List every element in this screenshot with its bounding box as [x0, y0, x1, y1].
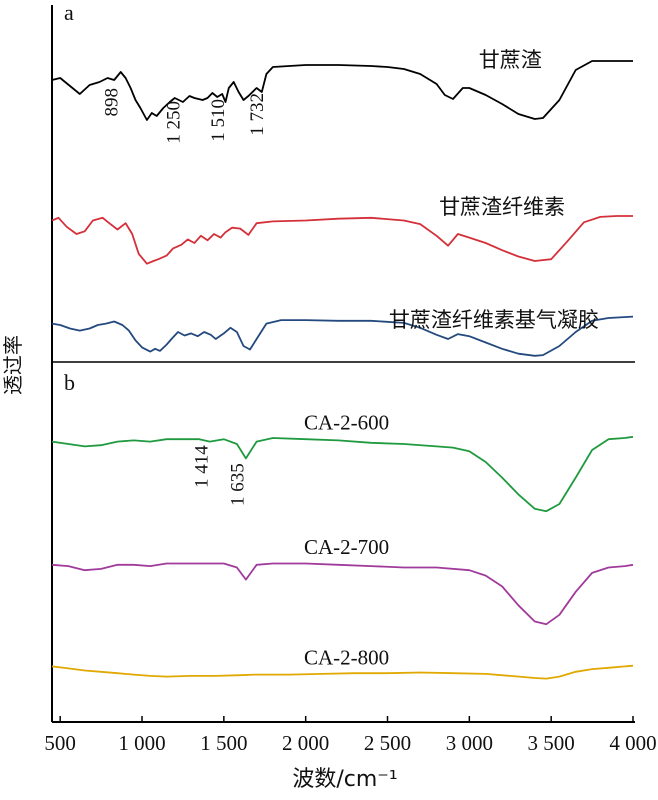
peak-annotation: 1 250	[164, 101, 185, 144]
series-label: CA-2-800	[304, 645, 389, 669]
series-line-甘蔗渣纤维素基气凝胶	[51, 315, 634, 357]
series-line-CA-2-600	[51, 435, 634, 513]
series-label: CA-2-600	[304, 411, 389, 435]
peak-annotation: 1 414	[191, 445, 212, 488]
panel-a-label: a	[64, 0, 74, 25]
series-line-CA-2-700	[51, 562, 634, 626]
x-tick-label: 4 000	[609, 731, 656, 755]
x-tick-label: 3 000	[446, 731, 493, 755]
panel-b-label: b	[64, 370, 75, 395]
x-tick-label: 500	[44, 731, 76, 755]
series-line-甘蔗渣	[51, 60, 633, 121]
peak-annotation: 1 732	[247, 93, 268, 136]
peak-annotation: 1 635	[227, 463, 248, 506]
series-label: 甘蔗渣纤维素基气凝胶	[389, 308, 599, 332]
peak-annotation: 1 510	[208, 99, 229, 142]
x-tick-label: 2 500	[364, 731, 411, 755]
series-label: 甘蔗渣	[479, 48, 542, 72]
x-axis-label: 波数/cm⁻¹	[292, 767, 397, 792]
x-tick-label: 2 000	[282, 731, 329, 755]
series-label: CA-2-700	[304, 535, 389, 559]
series-line-CA-2-800	[51, 664, 634, 680]
x-tick-label: 1 000	[118, 731, 165, 755]
series-label: 甘蔗渣纤维素	[439, 195, 565, 219]
peak-annotation: 898	[101, 88, 122, 117]
x-tick-label: 3 500	[528, 731, 575, 755]
series-line-甘蔗渣纤维素	[51, 215, 633, 265]
y-axis-label: 透过率	[1, 335, 25, 395]
x-tick-label: 1 500	[200, 731, 247, 755]
